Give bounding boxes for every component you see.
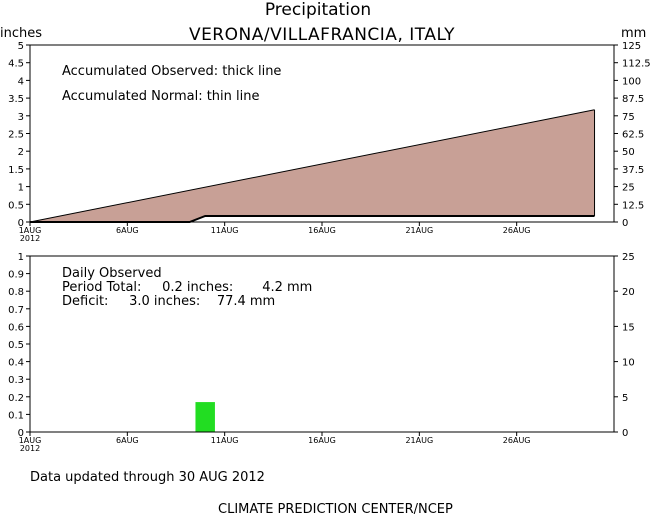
y-tick-label: 0.5 [8, 340, 24, 351]
y-tick-label: 2.5 [8, 130, 24, 141]
x-tick-label: 16AUG [308, 226, 336, 235]
panel-annotation: Period Total: 0.2 inches: 4.2 mm [62, 280, 312, 295]
x-tick-label: 1AUG [19, 436, 42, 445]
y2-tick-label: 125 [622, 41, 641, 52]
y2-tick-label: 87.5 [622, 94, 644, 105]
data-updated-note: Data updated through 30 AUG 2012 [30, 470, 265, 485]
y2-tick-label: 62.5 [622, 130, 644, 141]
x-tick-label: 6AUG [116, 436, 139, 445]
daily-bar [195, 402, 215, 432]
y2-tick-label: 10 [622, 358, 635, 369]
y2-tick-label: 25 [622, 252, 635, 263]
x-tick-label: 11AUG [211, 226, 239, 235]
panel-annotation: Deficit: 3.0 inches: 77.4 mm [62, 294, 275, 309]
y-tick-label: 1.5 [8, 165, 24, 176]
x-tick-label: 21AUG [405, 226, 433, 235]
x-tick-year: 2012 [20, 234, 40, 243]
y2-tick-label: 20 [622, 287, 635, 298]
accumulated-panel: 00.511.522.533.544.55012.52537.55062.575… [8, 41, 651, 243]
y2-tick-label: 100 [622, 76, 641, 87]
y-tick-label: 0.4 [8, 358, 24, 369]
x-tick-label: 16AUG [308, 436, 336, 445]
panel-annotation: Daily Observed [62, 266, 162, 281]
y-tick-label: 0.8 [8, 287, 24, 298]
x-tick-label: 21AUG [405, 436, 433, 445]
x-tick-label: 26AUG [503, 226, 531, 235]
y2-tick-label: 0 [622, 218, 628, 229]
panel-annotation: Accumulated Observed: thick line [62, 64, 281, 79]
y-tick-label: 1 [18, 252, 24, 263]
y2-tick-label: 15 [622, 322, 635, 333]
y-tick-label: 0.1 [8, 410, 24, 421]
credit-line: CLIMATE PREDICTION CENTER/NCEP [218, 502, 453, 517]
y-tick-label: 4 [18, 76, 24, 87]
y-tick-label: 0.7 [8, 305, 24, 316]
y-tick-label: 0.5 [8, 200, 24, 211]
accumulated-normal-line [29, 109, 595, 223]
x-tick-label: 6AUG [116, 226, 139, 235]
y-tick-label: 0.2 [8, 393, 24, 404]
y-tick-label: 1 [18, 183, 24, 194]
left-unit-label: inches [0, 26, 42, 41]
y2-tick-label: 50 [622, 147, 635, 158]
station-name: VERONA/VILLAFRANCIA, ITALY [189, 25, 455, 45]
x-tick-label: 1AUG [19, 226, 42, 235]
y-tick-label: 3.5 [8, 94, 24, 105]
y-tick-label: 2 [18, 147, 24, 158]
y-tick-label: 0 [18, 428, 24, 439]
x-tick-label: 11AUG [211, 436, 239, 445]
right-unit-label: mm [621, 26, 646, 41]
y2-tick-label: 5 [622, 393, 628, 404]
y2-tick-label: 25 [622, 183, 635, 194]
x-tick-year: 2012 [20, 444, 40, 453]
y-tick-label: 0 [18, 218, 24, 229]
y-tick-label: 4.5 [8, 59, 24, 70]
y2-tick-label: 75 [622, 112, 635, 123]
y-tick-label: 3 [18, 112, 24, 123]
y-tick-label: 5 [18, 41, 24, 52]
x-tick-label: 26AUG [503, 436, 531, 445]
panel-annotation: Accumulated Normal: thin line [62, 89, 260, 104]
daily-panel: 00.10.20.30.40.50.60.70.80.9105101520251… [8, 252, 635, 453]
y-tick-label: 0.9 [8, 270, 24, 281]
y2-tick-label: 37.5 [622, 165, 644, 176]
y-tick-label: 0.6 [8, 322, 24, 333]
y-tick-label: 0.3 [8, 375, 24, 386]
y2-tick-label: 0 [622, 428, 628, 439]
y2-tick-label: 12.5 [622, 200, 644, 211]
y2-tick-label: 112.5 [622, 59, 651, 70]
chart-title: Precipitation [265, 0, 371, 20]
